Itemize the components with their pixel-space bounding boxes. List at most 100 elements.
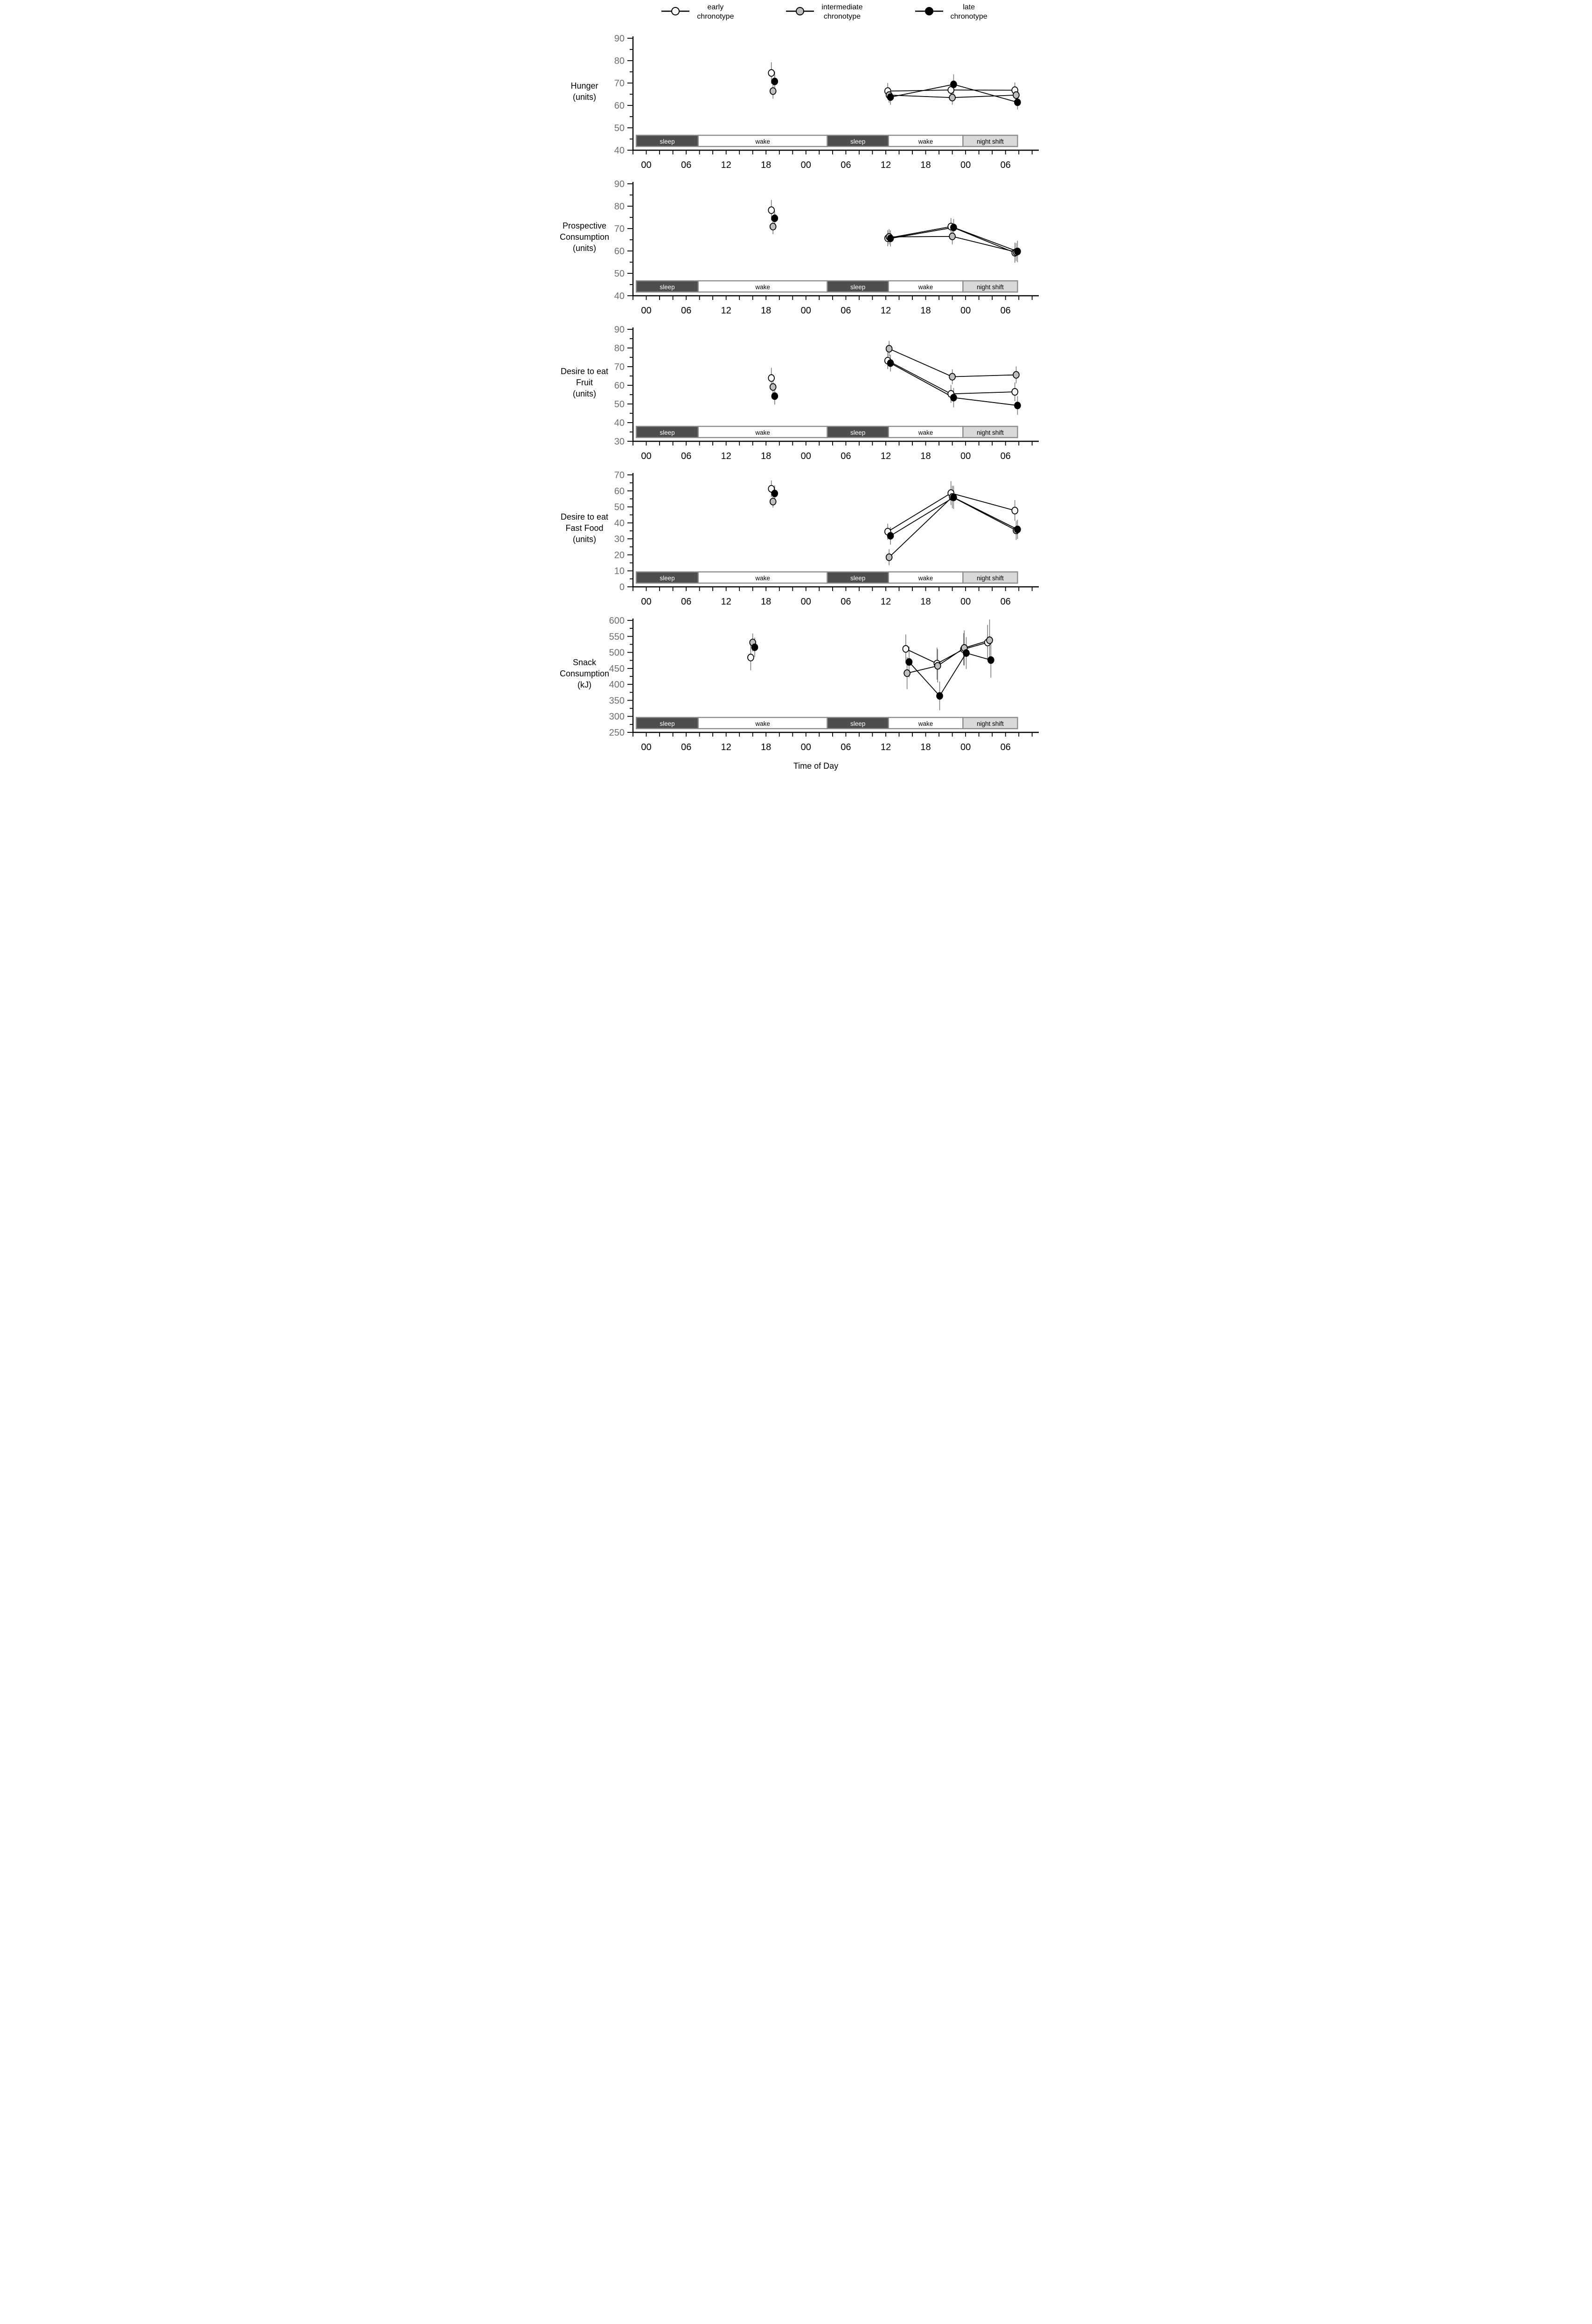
x-tick-label: 00 (800, 597, 811, 607)
y-tick-label: 350 (609, 696, 624, 706)
period-bar-label: wake (918, 138, 933, 145)
y-tick-label: 80 (614, 56, 624, 66)
x-tick-label: 06 (841, 306, 851, 316)
data-point-marker (1011, 507, 1018, 515)
y-tick-label: 250 (609, 728, 624, 738)
series-late-chronotype (751, 643, 994, 700)
data-point-marker (769, 87, 777, 95)
x-tick-label: 06 (681, 306, 691, 316)
data-point-marker (1014, 98, 1021, 106)
data-point-marker (1012, 371, 1020, 379)
x-tick-label: 18 (761, 597, 771, 607)
x-tick-label: 00 (960, 742, 970, 752)
y-tick-label: 50 (614, 502, 624, 513)
period-bar-label: wake (918, 575, 933, 582)
x-tick-label: 18 (761, 451, 771, 461)
figure: early chronotype intermediate chronotype (540, 0, 1053, 778)
y-tick-label: 90 (614, 179, 624, 189)
x-tick-label: 12 (880, 160, 890, 170)
x-tick-label: 06 (841, 597, 851, 607)
period-bar-label: wake (755, 720, 770, 727)
data-point-marker (771, 77, 778, 85)
period-bar-sleep (635, 425, 699, 438)
x-tick-label: 18 (920, 160, 931, 170)
x-tick-label: 18 (920, 451, 931, 461)
period-bar-label: sleep (660, 575, 674, 582)
legend-item-early: early chronotype (660, 3, 734, 21)
y-tick-label: 30 (614, 534, 624, 544)
period-bar-label: wake (918, 284, 933, 291)
x-tick-label: 00 (800, 742, 811, 752)
data-point-marker (887, 359, 894, 367)
data-point-marker (751, 643, 758, 651)
series-early-chronotype (767, 485, 1018, 536)
period-bar-wake (697, 280, 828, 293)
period-bar-label: sleep (850, 720, 865, 727)
x-axis-title: Time of Day (793, 761, 839, 771)
period-bar-label: night shift (977, 575, 1004, 582)
y-tick-label: 30 (614, 437, 624, 447)
period-bar-label: night shift (977, 429, 1004, 436)
data-point-marker (771, 392, 778, 400)
data-point-marker (950, 494, 957, 501)
series-intermediate-chronotype (749, 636, 993, 677)
x-tick-label: 00 (960, 306, 970, 316)
data-point-marker (950, 223, 957, 231)
period-bar-label: night shift (977, 138, 1004, 145)
y-tick-label: 70 (614, 470, 624, 480)
legend-label: intermediate chronotype (821, 3, 862, 21)
x-tick-label: 00 (641, 306, 651, 316)
series-line (906, 640, 990, 674)
legend-item-late: late chronotype (914, 3, 987, 21)
panel-desire-fruit: Desire to eat Fruit (units) sleep wake sleep w… (560, 325, 1039, 461)
x-tick-label: 00 (641, 742, 651, 752)
y-tick-label: 40 (614, 146, 624, 156)
x-tick-label: 18 (761, 306, 771, 316)
chart-panels: Hunger (units) sleep wake sleep wake night shi… (540, 32, 1053, 759)
y-tick-label: 50 (614, 399, 624, 410)
x-tick-label: 06 (681, 597, 691, 607)
early-marker-icon (660, 6, 690, 19)
legend-label: late chronotype (951, 3, 987, 21)
x-tick-label: 00 (960, 597, 970, 607)
period-bar-sleep (635, 134, 699, 147)
data-point-marker (950, 394, 957, 402)
period-bar-wake (888, 134, 964, 147)
y-tick-label: 40 (614, 518, 624, 529)
period-bar-label: sleep (850, 429, 865, 436)
series-late-chronotype (771, 77, 1021, 106)
y-tick-label: 550 (609, 632, 624, 642)
x-tick-label: 12 (721, 160, 731, 170)
period-bar-wake (697, 717, 828, 730)
x-tick-label: 12 (880, 597, 890, 607)
period-bar-night (962, 717, 1018, 730)
period-bar-label: wake (918, 720, 933, 727)
period-bar-wake (888, 717, 964, 730)
chart-legend: early chronotype intermediate chronotype (540, 3, 1053, 32)
data-point-marker (747, 654, 754, 661)
y-tick-label: 20 (614, 550, 624, 560)
data-point-marker (986, 636, 993, 644)
legend-text-line1: intermediate (821, 3, 863, 11)
y-tick-label: 80 (614, 202, 624, 212)
period-bar-wake (697, 571, 828, 584)
x-tick-label: 06 (1000, 597, 1010, 607)
data-point-marker (767, 374, 775, 382)
series-intermediate-chronotype (769, 345, 1020, 391)
period-bar-wake (697, 425, 828, 438)
x-tick-label: 18 (920, 742, 931, 752)
legend-text-line1: late (963, 3, 975, 11)
y-tick-label: 400 (609, 680, 624, 690)
x-tick-label: 06 (681, 742, 691, 752)
x-tick-label: 00 (641, 597, 651, 607)
x-tick-label: 18 (920, 306, 931, 316)
series-early-chronotype (747, 639, 991, 668)
y-tick-label: 300 (609, 712, 624, 722)
data-point-marker (767, 69, 775, 77)
period-bar-night (962, 134, 1018, 147)
x-tick-label: 12 (721, 451, 731, 461)
x-tick-label: 06 (681, 451, 691, 461)
x-tick-label: 00 (960, 451, 970, 461)
x-tick-label: 18 (920, 597, 931, 607)
x-tick-label: 06 (1000, 451, 1010, 461)
